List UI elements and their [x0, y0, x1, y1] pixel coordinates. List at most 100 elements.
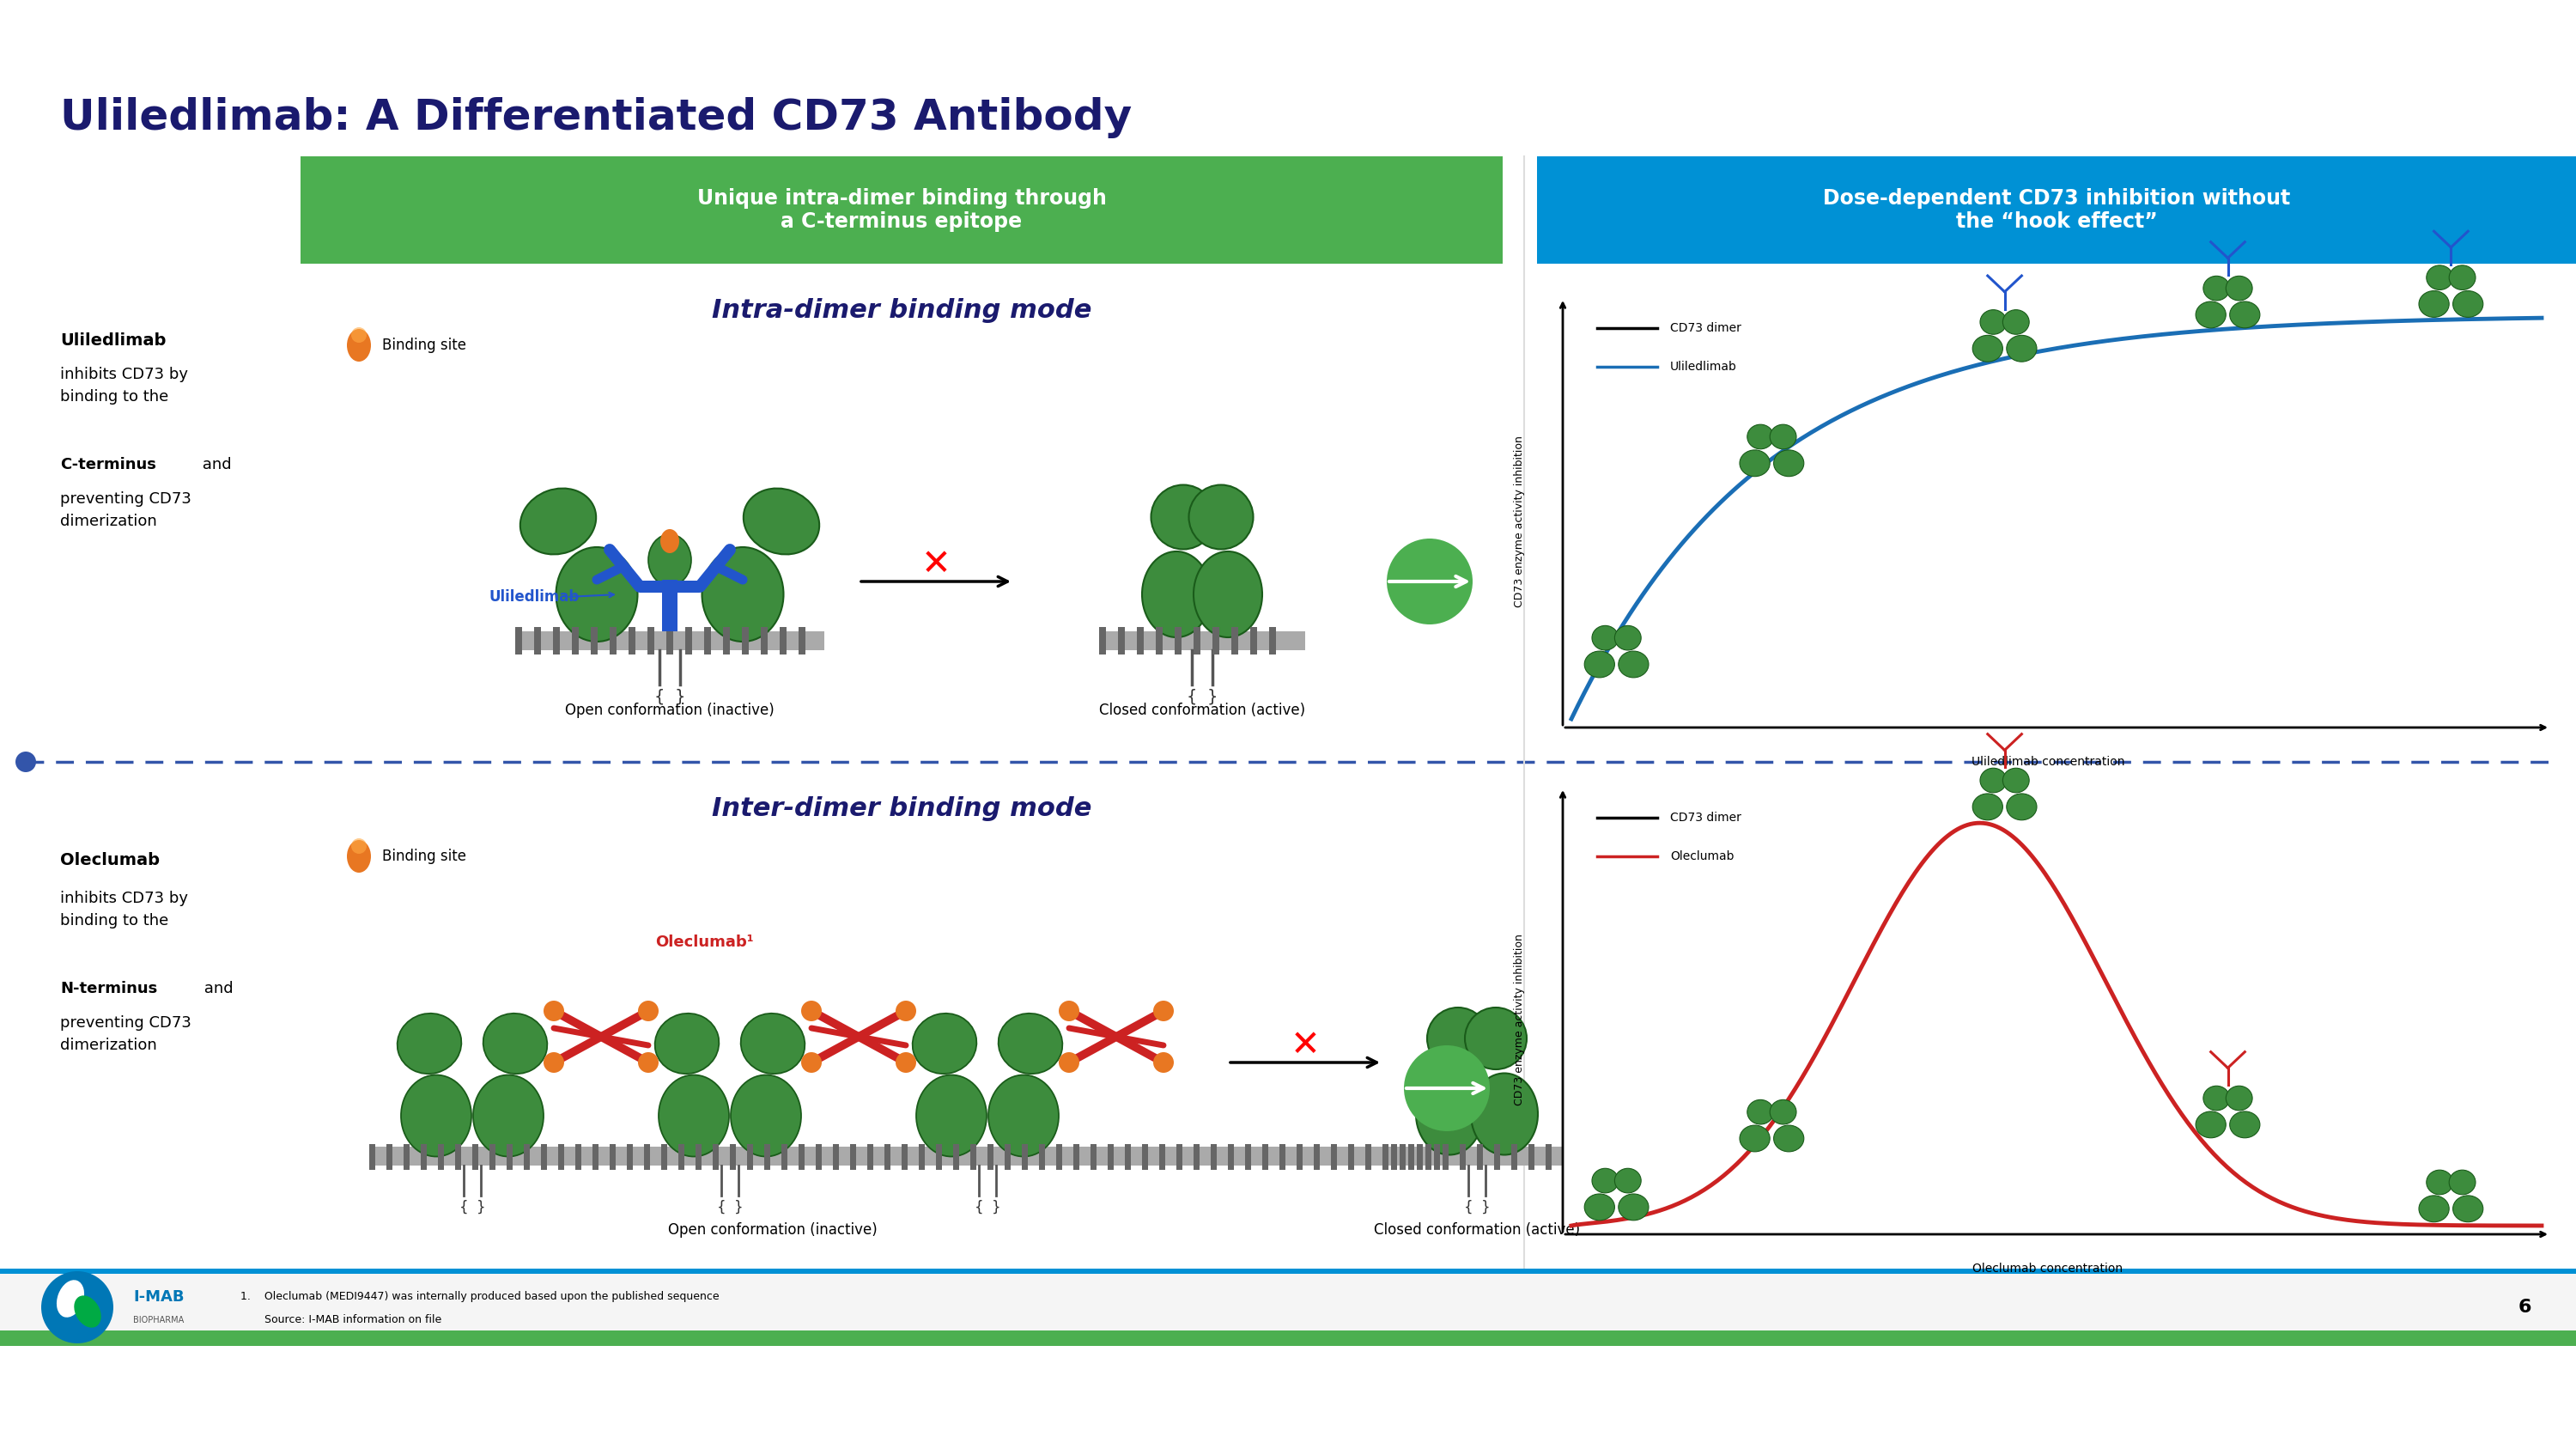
Ellipse shape — [1981, 310, 2007, 335]
Bar — [574, 1145, 582, 1169]
Bar — [590, 627, 598, 655]
Ellipse shape — [556, 548, 639, 642]
Bar — [592, 1145, 598, 1169]
Ellipse shape — [397, 1013, 461, 1074]
Ellipse shape — [732, 1075, 801, 1156]
Circle shape — [1404, 1045, 1489, 1132]
Ellipse shape — [654, 1013, 719, 1074]
Bar — [1391, 1146, 1564, 1165]
Text: }: } — [1481, 1200, 1489, 1216]
Text: and: and — [198, 981, 234, 997]
Ellipse shape — [402, 1075, 471, 1156]
Text: BIOPHARMA: BIOPHARMA — [134, 1316, 183, 1324]
Text: Oleclumab¹: Oleclumab¹ — [654, 935, 752, 951]
Ellipse shape — [1592, 1168, 1618, 1193]
Bar — [1249, 627, 1257, 655]
Bar — [1538, 156, 2576, 264]
Text: CD73 dimer: CD73 dimer — [1669, 322, 1741, 335]
Ellipse shape — [1592, 626, 1618, 651]
Ellipse shape — [350, 327, 366, 343]
Ellipse shape — [912, 1013, 976, 1074]
Bar — [868, 1145, 873, 1169]
Bar — [471, 1145, 479, 1169]
Ellipse shape — [742, 1013, 804, 1074]
Text: Closed conformation (active): Closed conformation (active) — [1100, 703, 1306, 719]
Text: ✕: ✕ — [922, 546, 951, 582]
Text: {: { — [459, 1200, 469, 1216]
Ellipse shape — [1584, 651, 1615, 678]
Bar — [541, 1145, 546, 1169]
Bar — [515, 632, 824, 651]
Text: }: } — [675, 688, 685, 706]
Text: 1.    Oleclumab (MEDI9447) was internally produced based upon the published sequ: 1. Oleclumab (MEDI9447) was internally p… — [240, 1291, 719, 1303]
Text: {: { — [654, 688, 665, 706]
Text: N-terminus: N-terminus — [59, 981, 157, 997]
Bar — [799, 627, 806, 655]
Bar — [368, 1145, 376, 1169]
Text: preventing CD73
dimerization: preventing CD73 dimerization — [59, 491, 191, 529]
Bar — [1118, 627, 1126, 655]
Ellipse shape — [2419, 291, 2450, 317]
Bar — [1244, 1145, 1252, 1169]
Ellipse shape — [57, 1279, 85, 1317]
Ellipse shape — [350, 839, 366, 853]
Bar — [507, 1145, 513, 1169]
Circle shape — [639, 1001, 659, 1022]
Ellipse shape — [1417, 1074, 1484, 1155]
Text: Uliledlimab: A Differentiated CD73 Antibody: Uliledlimab: A Differentiated CD73 Antib… — [59, 97, 1131, 138]
Ellipse shape — [2002, 310, 2030, 335]
Bar — [696, 1145, 701, 1169]
Bar — [677, 1145, 685, 1169]
Bar — [953, 1145, 958, 1169]
Bar — [1177, 1145, 1182, 1169]
Text: Closed conformation (active): Closed conformation (active) — [1373, 1223, 1579, 1237]
Ellipse shape — [75, 1295, 100, 1327]
Text: {: { — [1463, 1200, 1473, 1216]
Ellipse shape — [1775, 1126, 1803, 1152]
Bar — [781, 1145, 788, 1169]
Text: and: and — [198, 456, 232, 472]
Text: CD73 dimer: CD73 dimer — [1669, 811, 1741, 823]
Bar — [611, 1145, 616, 1169]
Circle shape — [1154, 1052, 1175, 1072]
Ellipse shape — [474, 1075, 544, 1156]
Bar — [1100, 632, 1306, 651]
Bar — [884, 1145, 891, 1169]
Ellipse shape — [348, 840, 371, 872]
Text: Uliledlimab: Uliledlimab — [1669, 361, 1736, 372]
Text: Oleclumab: Oleclumab — [59, 852, 160, 868]
Bar — [404, 1145, 410, 1169]
Text: Oleclumab concentration: Oleclumab concentration — [1973, 1262, 2123, 1275]
Text: preventing CD73
dimerization: preventing CD73 dimerization — [59, 1016, 191, 1053]
Bar — [935, 1145, 943, 1169]
Bar — [0, 1269, 2576, 1346]
Ellipse shape — [649, 535, 690, 585]
Ellipse shape — [520, 488, 595, 555]
Bar — [1141, 1145, 1149, 1169]
Ellipse shape — [1775, 451, 1803, 477]
Ellipse shape — [1615, 1168, 1641, 1193]
Ellipse shape — [1973, 335, 2002, 362]
Ellipse shape — [2202, 1085, 2231, 1110]
Circle shape — [1386, 539, 1473, 625]
Bar — [515, 627, 523, 655]
Ellipse shape — [659, 529, 680, 554]
Bar — [1262, 1145, 1267, 1169]
Text: Dose-dependent CD73 inhibition without
the “hook effect”: Dose-dependent CD73 inhibition without t… — [1824, 188, 2290, 232]
Ellipse shape — [1747, 1100, 1775, 1124]
Bar — [1159, 1145, 1164, 1169]
Ellipse shape — [1770, 1100, 1795, 1124]
Ellipse shape — [1188, 485, 1252, 549]
Text: }: } — [1208, 688, 1218, 706]
Bar — [902, 1145, 907, 1169]
Bar — [456, 1145, 461, 1169]
Circle shape — [801, 1001, 822, 1022]
Circle shape — [639, 1052, 659, 1072]
Bar — [760, 627, 768, 655]
Bar — [781, 627, 786, 655]
Ellipse shape — [1618, 1194, 1649, 1220]
Bar — [1425, 1145, 1432, 1169]
Text: Binding site: Binding site — [381, 338, 466, 354]
Text: Intra-dimer binding mode: Intra-dimer binding mode — [711, 298, 1092, 323]
Ellipse shape — [2452, 291, 2483, 317]
